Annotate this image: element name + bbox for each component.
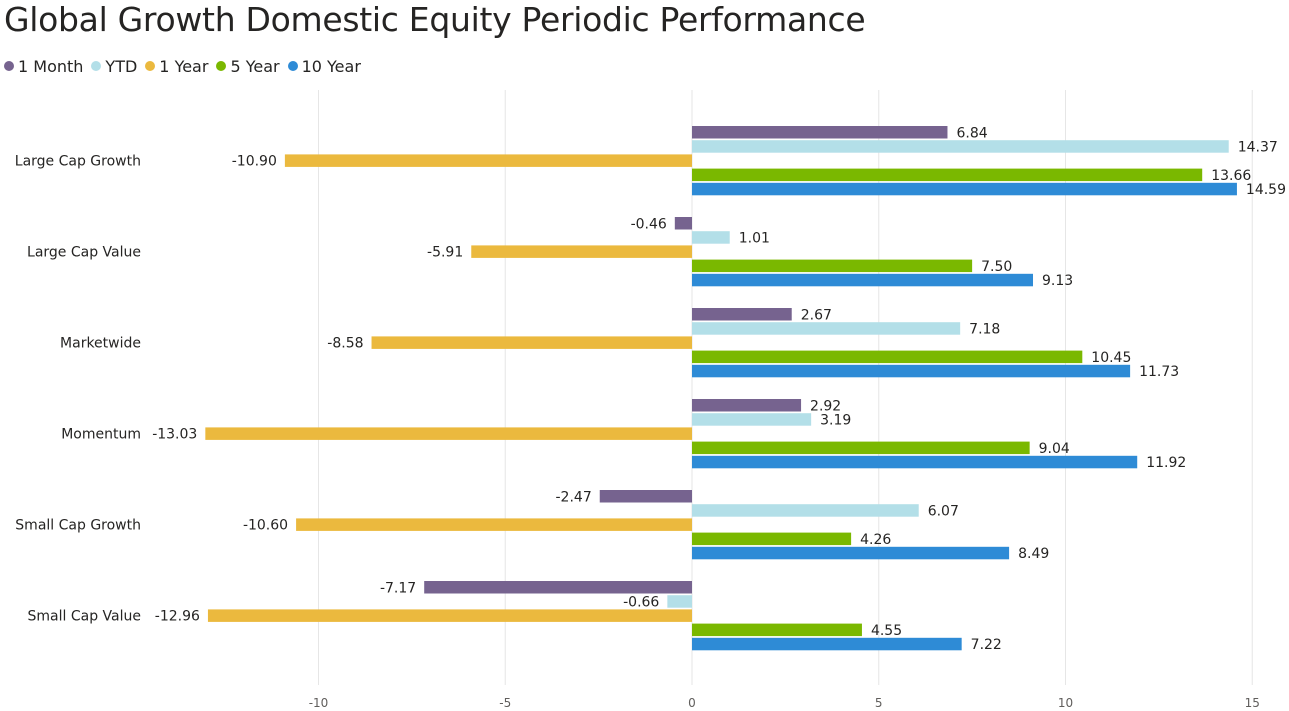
chart-title: Global Growth Domestic Equity Periodic P…	[4, 0, 866, 39]
bar[interactable]	[692, 322, 961, 335]
bar[interactable]	[692, 623, 862, 637]
bar[interactable]	[371, 336, 692, 349]
bar[interactable]	[692, 637, 962, 651]
category-label: Large Cap Value	[27, 245, 141, 261]
legend-label: YTD	[105, 56, 138, 76]
data-label: 8.49	[1018, 546, 1049, 562]
bar[interactable]	[692, 308, 792, 321]
data-label: -8.58	[327, 336, 363, 352]
data-label: -7.17	[380, 580, 416, 596]
data-label: 10.45	[1091, 350, 1131, 366]
chart-legend: 1 Month YTD 1 Year 5 Year 10 Year	[4, 54, 369, 78]
bar[interactable]	[692, 168, 1203, 182]
data-label: -2.47	[556, 489, 592, 505]
data-label: 14.37	[1238, 139, 1278, 155]
bar[interactable]	[692, 259, 973, 273]
bar[interactable]	[692, 455, 1138, 469]
bar[interactable]	[667, 595, 692, 608]
legend-marker-icon	[287, 61, 298, 71]
legend-item[interactable]: 10 Year	[287, 56, 361, 76]
category-label: Marketwide	[60, 336, 141, 352]
bar[interactable]	[692, 140, 1229, 153]
bar[interactable]	[692, 399, 802, 412]
legend-marker-icon	[216, 61, 227, 71]
x-tick-label: 15	[1245, 696, 1260, 710]
bar[interactable]	[692, 182, 1237, 196]
category-label: Small Cap Value	[28, 609, 141, 625]
data-label: 9.13	[1042, 273, 1073, 289]
bar[interactable]	[471, 245, 692, 258]
legend-item[interactable]: YTD	[91, 57, 137, 76]
x-tick-label: -10	[309, 696, 329, 710]
data-label: 6.07	[928, 503, 959, 519]
bar[interactable]	[692, 546, 1010, 560]
data-label: 13.66	[1211, 168, 1251, 184]
bar[interactable]	[692, 413, 812, 426]
bar[interactable]	[692, 364, 1131, 378]
data-label: 11.73	[1139, 364, 1179, 380]
data-label: 11.92	[1146, 455, 1186, 471]
bar[interactable]	[674, 217, 692, 230]
data-label: -5.91	[427, 245, 463, 261]
data-label: 7.50	[981, 259, 1012, 275]
bar[interactable]	[692, 126, 948, 139]
data-label: -13.03	[152, 427, 197, 443]
legend-label: 1 Year	[159, 56, 209, 76]
data-label: 9.04	[1039, 441, 1070, 457]
data-label: -0.66	[623, 594, 659, 610]
data-label: 4.26	[860, 532, 891, 548]
legend-item[interactable]: 5 Year	[216, 56, 280, 76]
data-label: 7.18	[969, 321, 1000, 337]
data-label: 2.92	[810, 398, 841, 414]
x-tick-label: 0	[688, 696, 696, 710]
bar[interactable]	[599, 490, 692, 503]
legend-item[interactable]: 1 Year	[145, 57, 208, 76]
bar[interactable]	[205, 427, 692, 440]
legend-marker-icon	[4, 61, 14, 71]
bar[interactable]	[284, 154, 692, 167]
data-label: 14.59	[1246, 182, 1286, 198]
bar[interactable]	[424, 581, 692, 594]
x-tick-label: 5	[875, 696, 883, 710]
data-label: -10.90	[232, 154, 277, 170]
data-label: 1.01	[739, 230, 770, 246]
x-tick-label: 10	[1058, 696, 1073, 710]
data-label: -10.60	[243, 518, 288, 534]
bar[interactable]	[692, 273, 1034, 287]
legend-marker-icon	[91, 61, 102, 71]
data-label: 4.55	[871, 623, 902, 639]
legend-label: 5 Year	[230, 56, 280, 76]
bar[interactable]	[692, 231, 730, 244]
category-label: Large Cap Growth	[15, 154, 141, 170]
data-label: 6.84	[956, 125, 987, 141]
data-label: 2.67	[801, 307, 832, 323]
data-label: 7.22	[971, 637, 1002, 653]
category-label: Momentum	[61, 427, 141, 443]
data-label: 3.19	[820, 412, 851, 428]
bar[interactable]	[692, 350, 1083, 364]
bar[interactable]	[692, 441, 1030, 455]
legend-marker-icon	[145, 61, 156, 71]
bar[interactable]	[296, 518, 692, 531]
data-label: -0.46	[631, 216, 667, 232]
category-label: Small Cap Growth	[15, 518, 141, 534]
data-label: -12.96	[155, 609, 200, 625]
bar[interactable]	[692, 504, 919, 517]
legend-label: 1 Month	[18, 56, 84, 76]
legend-label: 10 Year	[301, 56, 361, 76]
bar[interactable]	[207, 609, 692, 622]
x-tick-label: -5	[499, 696, 511, 710]
bar[interactable]	[692, 532, 852, 546]
legend-item[interactable]: 1 Month	[4, 57, 83, 76]
